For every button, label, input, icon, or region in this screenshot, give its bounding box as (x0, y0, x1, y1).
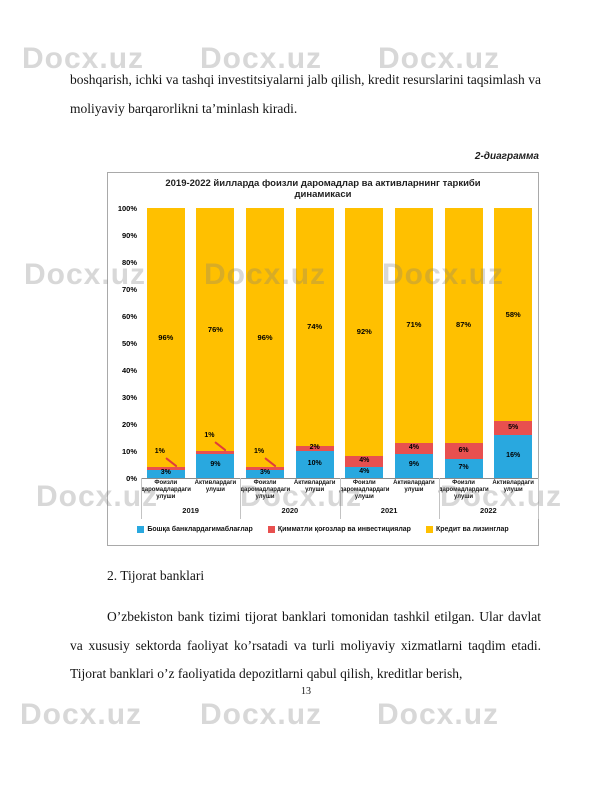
x-axis-category-label: Активлардаги улуши (194, 480, 237, 493)
bar-value-securities: 6% (458, 446, 469, 454)
x-axis-category-label: Фоизли даромадлардаги улуши (438, 480, 489, 500)
bar-value-securities: 1% (254, 448, 265, 456)
chart-title-line1: 2019-2022 йилларда фоизли даромадлар ва … (165, 178, 481, 189)
paragraph-body: O’zbekiston bank tizimi tijorat banklari… (70, 609, 541, 681)
legend-item: Қимматли қоғозлар ва инвестициялар (267, 526, 411, 533)
figure-caption: 2-диаграмма (474, 151, 539, 162)
legend-swatch (267, 526, 275, 533)
legend-item: Бошқа банклардагимаблағлар (137, 526, 253, 533)
chart-title: 2019-2022 йилларда фоизли даромадлар ва … (108, 178, 538, 200)
bar-value-securities: 4% (408, 443, 419, 451)
legend-label: Кредит ва лизинглар (435, 526, 509, 533)
legend-item: Кредит ва лизинглар (425, 526, 509, 533)
bar-value-other-banks: 3% (260, 469, 271, 477)
bar-value-securities: 5% (508, 423, 519, 431)
x-axis-category-label: Активлардаги улуши (393, 480, 435, 493)
bar-segment-credit-leasing (345, 208, 384, 457)
y-axis-tick-label: 100% (117, 203, 137, 213)
bar-value-other-banks: 4% (359, 468, 370, 476)
axis-group-separator (538, 478, 539, 519)
y-axis-tick-label: 70% (121, 284, 137, 294)
y-axis-tick-label: 90% (121, 230, 137, 240)
chart-title-line2: динамикаси (294, 189, 352, 200)
legend-swatch (425, 526, 433, 533)
x-axis-year-label: 2019 (182, 506, 199, 515)
axis-group-separator (339, 478, 341, 519)
axis-group-separator (438, 478, 440, 519)
bar-segment-other-banks (196, 453, 235, 478)
watermark-text: Docx.uz (200, 698, 323, 731)
watermark-text: Docx.uz (377, 698, 500, 731)
bar-segment-credit-leasing (146, 208, 185, 468)
bar-value-securities: 1% (204, 432, 215, 439)
bar-segment-credit-leasing (295, 208, 334, 446)
x-axis-category-label: Фоизли даромадлардаги улуши (240, 480, 291, 500)
bar-segment-other-banks (295, 451, 334, 478)
bar-value-other-banks: 10% (307, 460, 322, 467)
x-axis-year-label: 2021 (380, 506, 398, 515)
y-axis-tick-label: 60% (121, 311, 137, 321)
x-axis-category-label: Активлардаги улуши (293, 480, 336, 493)
bar-segment-securities (444, 442, 483, 460)
bar-segment-credit-leasing (196, 208, 235, 451)
bar-segment-credit-leasing (394, 208, 433, 443)
bar-value-other-banks: 9% (210, 461, 221, 469)
legend-label: Бошқа банклардагимаблағлар (147, 526, 253, 533)
axis-group-separator (240, 478, 242, 519)
y-axis-tick-label: 40% (121, 365, 137, 375)
bar-value-credit-leasing: 58% (505, 309, 521, 319)
bar-segment-securities (146, 467, 185, 470)
bar-segment-other-banks (246, 469, 285, 478)
x-axis-category-label: Фоизли даромадлардаги улуши (141, 480, 191, 500)
bar-segment-credit-leasing (246, 208, 285, 468)
y-axis-tick-label: 0% (126, 473, 137, 483)
bar-segment-other-banks (494, 434, 533, 478)
y-axis-tick-label: 20% (121, 419, 137, 429)
watermark-text: Docx.uz (20, 698, 143, 731)
y-axis-tick-label: 10% (121, 446, 137, 456)
y-axis-tick-label: 30% (121, 392, 137, 402)
bar-value-credit-leasing: 74% (307, 321, 323, 331)
paragraph-top: boshqarish, ichki va tashqi investitsiya… (70, 72, 541, 116)
bar-value-securities: 1% (154, 448, 165, 456)
bar-segment-securities (345, 456, 384, 468)
bar-value-other-banks: 7% (458, 464, 469, 472)
bar-segment-credit-leasing (444, 208, 483, 443)
bar-value-securities: 2% (309, 443, 320, 451)
x-axis-category-label: Фоизли даромадлардаги улуши (339, 480, 390, 500)
bar-segment-other-banks (146, 469, 185, 478)
stacked-bar-chart: 2019-2022 йилларда фоизли даромадлар ва … (107, 172, 539, 546)
section-heading: 2. Tijorat banklari (107, 568, 205, 583)
bar-value-other-banks: 3% (160, 469, 171, 477)
bar-value-securities: 4% (359, 457, 370, 465)
y-axis-tick-label: 50% (121, 338, 137, 348)
x-axis-year-label: 2022 (480, 506, 497, 515)
legend-label: Қимматли қоғозлар ва инвестициялар (277, 526, 411, 533)
bar-segment-other-banks (394, 453, 433, 478)
bar-value-credit-leasing: 87% (456, 320, 472, 330)
bar-segment-securities (196, 451, 235, 454)
bar-segment-other-banks (345, 467, 384, 478)
bar-value-credit-leasing: 96% (158, 332, 174, 342)
bar-segment-credit-leasing (494, 208, 533, 422)
bar-value-credit-leasing: 76% (207, 324, 223, 334)
bar-value-other-banks: 16% (506, 451, 521, 459)
axis-group-separator (141, 478, 142, 519)
x-axis-category-label: Активлардаги улуши (492, 480, 534, 493)
bar-value-credit-leasing: 96% (257, 332, 273, 342)
bar-segment-securities (246, 467, 285, 470)
legend-swatch (137, 526, 145, 533)
page-number: 13 (301, 686, 311, 697)
bar-segment-other-banks (444, 459, 483, 478)
bar-segment-securities (394, 442, 433, 454)
chart-legend: Бошқа банклардагимаблағлар Қимматли қоғоз… (108, 526, 538, 533)
x-axis-year-label: 2020 (281, 506, 299, 515)
bar-value-credit-leasing: 92% (356, 327, 372, 337)
y-axis-tick-label: 80% (121, 257, 137, 267)
bar-value-credit-leasing: 71% (406, 320, 422, 330)
bar-segment-securities (295, 445, 334, 451)
bar-segment-securities (494, 421, 533, 435)
bar-value-other-banks: 9% (408, 461, 419, 469)
